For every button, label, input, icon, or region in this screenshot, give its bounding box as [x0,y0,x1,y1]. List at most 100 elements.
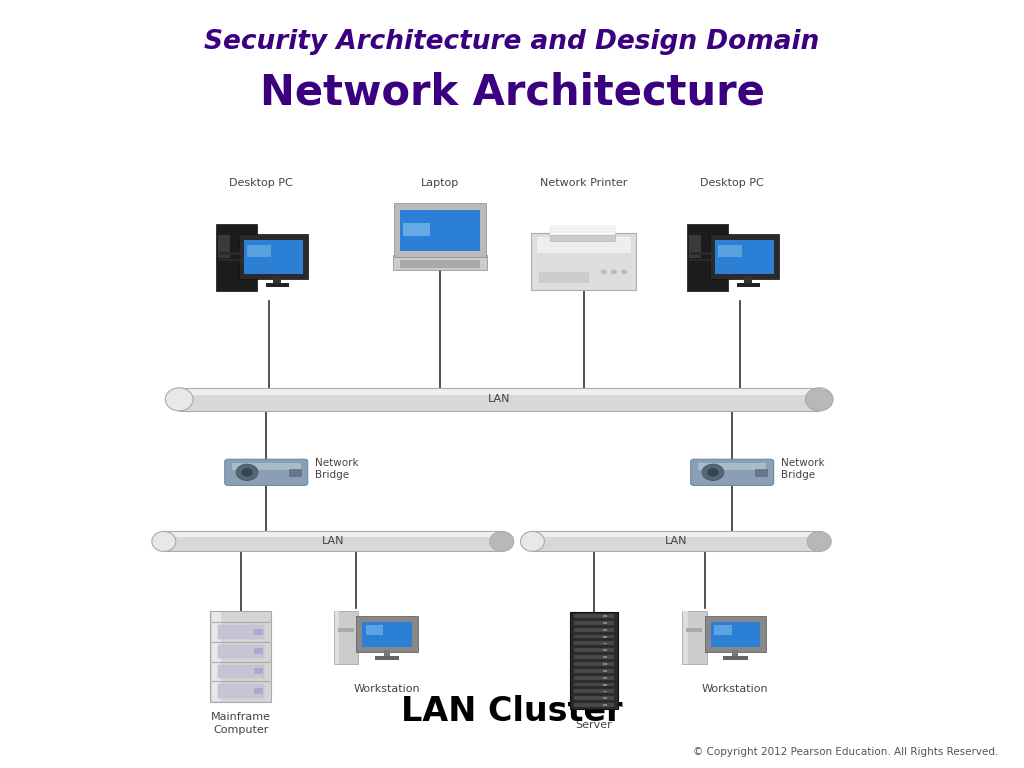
Text: LAN Cluster: LAN Cluster [401,696,623,728]
Bar [689,235,700,258]
Ellipse shape [520,531,545,551]
Bar [602,704,606,707]
Text: Desktop PC: Desktop PC [229,178,293,188]
Ellipse shape [807,531,831,551]
Bar [550,229,615,231]
Bar [573,703,614,707]
Text: Security Architecture and Design Domain: Security Architecture and Design Domain [205,29,819,55]
Bar [744,276,752,284]
FancyBboxPatch shape [569,611,618,710]
Text: LAN: LAN [322,536,344,547]
Bar [573,641,614,645]
Bar [573,669,614,673]
FancyBboxPatch shape [216,224,257,291]
Bar [217,664,264,678]
Bar [573,690,614,694]
Bar [550,232,615,234]
Bar [732,650,738,657]
Bar [573,614,614,617]
Bar [602,684,606,686]
Bar [737,283,760,287]
Bar [690,259,721,261]
Bar [164,532,502,538]
Bar [573,648,614,652]
FancyBboxPatch shape [711,622,760,647]
Bar [366,625,383,634]
FancyBboxPatch shape [362,622,412,647]
Bar [550,234,615,240]
Bar [539,272,589,283]
Bar [683,611,687,664]
Text: Laptop: Laptop [421,178,460,188]
Bar [602,622,606,624]
Bar [573,621,614,624]
FancyBboxPatch shape [682,611,707,664]
Text: Server: Server [575,720,612,730]
Bar [602,643,606,644]
Bar [573,655,614,659]
Bar [231,462,301,470]
Text: Desktop PC: Desktop PC [700,178,764,188]
FancyBboxPatch shape [334,611,358,664]
Bar [273,276,281,284]
Ellipse shape [806,388,834,411]
Bar [602,650,606,651]
Bar [217,684,264,697]
Bar [164,531,502,551]
Bar [219,252,250,255]
Text: Network Architecture: Network Architecture [259,71,765,113]
Bar [719,246,741,257]
Text: Network
Bridge: Network Bridge [315,458,359,480]
Circle shape [237,464,258,481]
Bar [213,613,221,700]
Bar [686,628,702,632]
FancyBboxPatch shape [711,234,778,279]
Bar [602,657,606,658]
Ellipse shape [165,388,193,411]
FancyBboxPatch shape [394,203,486,257]
FancyBboxPatch shape [393,255,487,270]
Bar [602,690,606,693]
Bar [573,676,614,680]
Text: LAN: LAN [488,394,510,405]
FancyBboxPatch shape [690,459,774,485]
Bar [266,283,289,287]
Bar [602,677,606,679]
Bar [573,683,614,687]
Bar [602,670,606,672]
Text: Network Printer: Network Printer [540,178,628,188]
Bar [400,260,480,268]
Bar [384,650,390,657]
Circle shape [611,270,617,274]
Bar [219,259,250,261]
Text: Workstation: Workstation [353,684,421,694]
Bar [375,656,399,660]
FancyBboxPatch shape [531,233,636,290]
Bar [698,462,766,470]
Bar [602,629,606,631]
Bar [573,634,614,638]
Bar [217,645,264,658]
Bar [248,246,270,257]
Bar [602,697,606,700]
FancyBboxPatch shape [705,616,766,651]
FancyBboxPatch shape [225,459,307,485]
Text: Workstation: Workstation [701,684,769,694]
FancyBboxPatch shape [211,611,270,702]
Circle shape [708,468,719,477]
Bar [532,532,819,538]
Bar [218,235,229,258]
FancyBboxPatch shape [240,234,307,279]
Bar [573,662,614,666]
Bar [714,625,731,634]
Bar [335,611,339,664]
Bar [723,656,748,660]
FancyBboxPatch shape [356,616,418,651]
Bar [254,629,262,635]
Bar [602,663,606,665]
Circle shape [242,468,253,477]
Text: © Copyright 2012 Pearson Education. All Rights Reserved.: © Copyright 2012 Pearson Education. All … [693,747,998,757]
Bar [254,668,262,674]
Bar [179,389,819,395]
Circle shape [622,270,628,274]
